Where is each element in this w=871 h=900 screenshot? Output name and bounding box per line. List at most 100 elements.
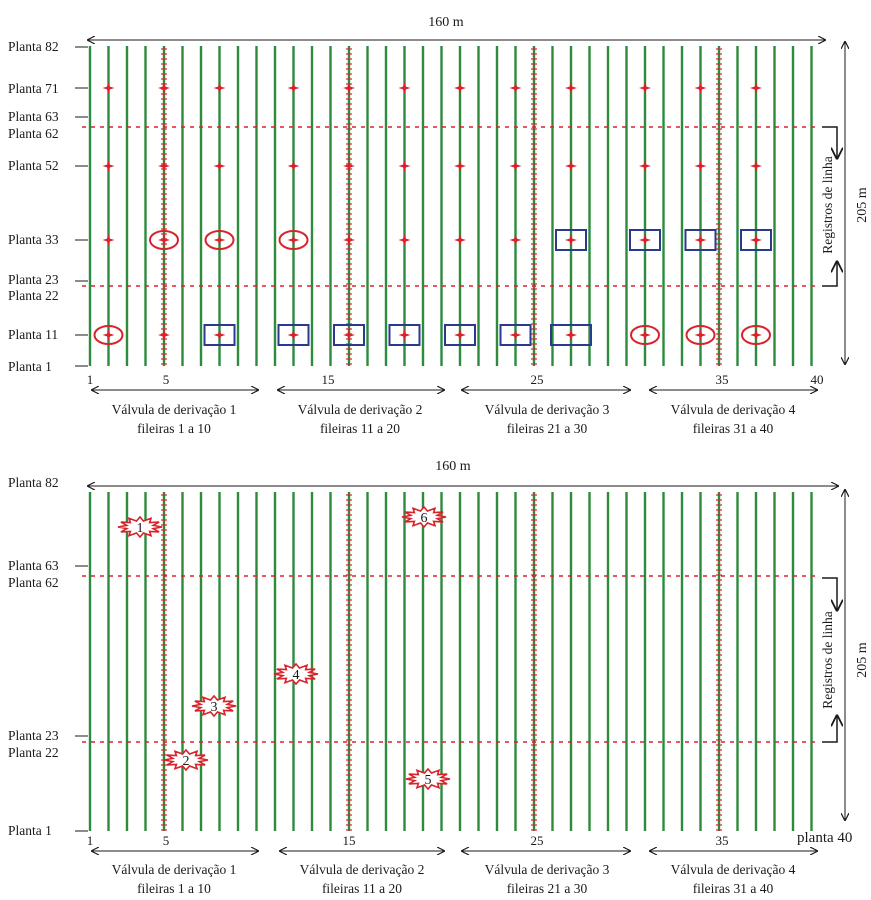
- width-label: 160 m: [428, 15, 464, 30]
- bottom-valve-4-name: Válvula de derivação 4: [671, 862, 796, 877]
- row-number-35: 35: [716, 372, 729, 387]
- bottom-registers-label: Registros de linha: [820, 611, 835, 709]
- top-plant-rows: [88, 46, 813, 366]
- circled-sample-28: [278, 230, 309, 250]
- bottom-height-label: 205 m: [855, 642, 870, 678]
- boxed-sample-36: [740, 229, 772, 251]
- sample-marker-42: [398, 329, 411, 341]
- sample-marker-5: [343, 82, 355, 94]
- sample-marker-30: [398, 234, 411, 246]
- sample-marker-22: [639, 160, 651, 172]
- sample-marker-7: [454, 82, 466, 94]
- sample-marker-46: [639, 329, 651, 341]
- bottom-row-number-5: 5: [163, 833, 170, 848]
- sample-marker-11: [694, 82, 707, 94]
- boxed-sample-40: [277, 324, 310, 346]
- bottom-plant-rows: [88, 492, 813, 831]
- boxed-sample-42: [388, 324, 421, 346]
- circled-sample-26: [149, 230, 179, 250]
- top-panel-sampling-map: 160 m Planta 82 Planta 71 Planta 63 Plan…: [8, 15, 870, 436]
- sample-marker-47: [694, 329, 707, 341]
- bottom-width-label: 160 m: [435, 459, 471, 474]
- sample-marker-40: [287, 329, 300, 341]
- sample-marker-12: [750, 82, 762, 94]
- sample-marker-9: [565, 82, 577, 94]
- leak-marker-6: 6: [401, 505, 447, 529]
- sample-marker-36: [750, 234, 762, 246]
- circled-sample-46: [630, 325, 660, 345]
- label-planta-22: Planta 22: [8, 288, 59, 303]
- sample-marker-45: [565, 329, 577, 341]
- valve-1-name: Válvula de derivação 1: [112, 402, 237, 417]
- sample-marker-1: [102, 82, 115, 94]
- bottom-valve-2-name: Válvula de derivação 2: [300, 862, 425, 877]
- sample-marker-2: [158, 82, 170, 94]
- leak-number-6: 6: [421, 511, 428, 526]
- bottom-valve-3-name: Válvula de derivação 3: [485, 862, 610, 877]
- leak-marker-4: 4: [273, 662, 319, 686]
- label-planta-11: Planta 11: [8, 327, 58, 342]
- leak-number-5: 5: [425, 773, 432, 788]
- sample-marker-35: [694, 234, 707, 246]
- sample-marker-3: [213, 82, 226, 94]
- sample-marker-38: [158, 329, 170, 341]
- row-number-25: 25: [531, 372, 544, 387]
- boxed-sample-43: [444, 324, 476, 346]
- leak-number-1: 1: [137, 521, 144, 536]
- sample-marker-39: [213, 329, 226, 341]
- valve-2-rows: fileiras 11 a 20: [320, 421, 400, 436]
- bottom-leak-markers: 1 2 3 4 5 6: [117, 505, 451, 791]
- valve-1-rows: fileiras 1 a 10: [137, 421, 211, 436]
- boxed-sample-45: [550, 324, 592, 346]
- sample-marker-29: [343, 234, 355, 246]
- boxed-sample-33: [555, 229, 587, 251]
- sample-marker-24: [750, 160, 762, 172]
- bottom-label-planta-62: Planta 62: [8, 575, 59, 590]
- leak-number-3: 3: [211, 700, 218, 715]
- boxed-sample-34: [629, 229, 661, 251]
- leak-marker-2: 2: [163, 748, 209, 772]
- label-planta-71: Planta 71: [8, 81, 59, 96]
- bottom-label-planta-23: Planta 23: [8, 728, 59, 743]
- sample-marker-20: [509, 160, 522, 172]
- bottom-label-planta-22: Planta 22: [8, 745, 59, 760]
- row-number-15: 15: [322, 372, 335, 387]
- bottom-row-number-1: 1: [87, 833, 94, 848]
- boxed-sample-39: [203, 324, 236, 346]
- sample-marker-10: [639, 82, 651, 94]
- sample-marker-6: [398, 82, 411, 94]
- leak-marker-3: 3: [191, 694, 237, 718]
- valve-2-name: Válvula de derivação 2: [298, 402, 423, 417]
- valve-3-rows: fileiras 21 a 30: [507, 421, 588, 436]
- row-number-1: 1: [87, 372, 94, 387]
- sample-marker-43: [454, 329, 466, 341]
- sample-marker-32: [509, 234, 522, 246]
- circled-sample-48: [741, 325, 771, 345]
- registers-label: Registros de linha: [820, 156, 835, 254]
- valve-3-name: Válvula de derivação 3: [485, 402, 610, 417]
- circled-sample-37: [93, 325, 124, 345]
- row-number-5: 5: [163, 372, 170, 387]
- bottom-valve-1-rows: fileiras 1 a 10: [137, 881, 211, 896]
- sample-marker-48: [750, 329, 762, 341]
- sample-marker-4: [287, 82, 300, 94]
- sample-marker-15: [213, 160, 226, 172]
- sample-marker-28: [287, 234, 300, 246]
- bottom-last-row-label: planta 40: [797, 830, 852, 846]
- valve-4-rows: fileiras 31 a 40: [693, 421, 774, 436]
- circled-sample-47: [685, 325, 716, 345]
- bottom-label-planta-1: Planta 1: [8, 823, 52, 838]
- sample-marker-19: [454, 160, 466, 172]
- sample-marker-26: [158, 234, 170, 246]
- leak-number-4: 4: [293, 668, 300, 683]
- label-planta-23: Planta 23: [8, 272, 59, 287]
- bottom-label-planta-82: Planta 82: [8, 475, 59, 490]
- bottom-valve-3-rows: fileiras 21 a 30: [507, 881, 588, 896]
- sample-marker-8: [509, 82, 522, 94]
- bottom-valve-4-rows: fileiras 31 a 40: [693, 881, 774, 896]
- sample-marker-18: [398, 160, 411, 172]
- boxed-sample-44: [499, 324, 532, 346]
- top-sample-markers: [93, 82, 772, 346]
- sample-marker-33: [565, 234, 577, 246]
